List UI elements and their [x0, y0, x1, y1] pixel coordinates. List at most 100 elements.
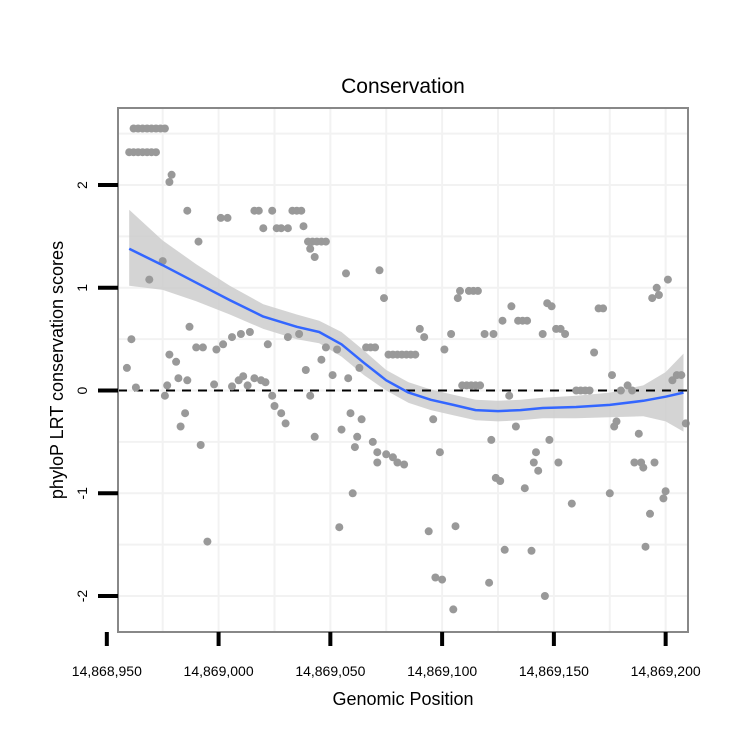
data-point — [196, 441, 205, 449]
data-point — [456, 286, 464, 295]
axis-layer: 14,868,950 14,869,000 14,869,050 14,869,100… — [72, 181, 701, 679]
data-point — [306, 244, 315, 253]
data-point — [250, 374, 259, 383]
data-point — [659, 494, 668, 503]
data-point — [538, 330, 547, 338]
data-point — [321, 343, 330, 352]
data-point — [373, 448, 382, 457]
data-point — [263, 340, 272, 349]
data-point — [648, 294, 657, 303]
data-point — [342, 269, 350, 278]
data-point — [194, 237, 203, 246]
data-point — [236, 330, 245, 338]
data-point — [375, 266, 384, 275]
data-point — [608, 371, 616, 380]
y-tick-label: 1 — [74, 284, 90, 292]
data-point — [429, 415, 438, 424]
data-point — [500, 545, 509, 554]
data-point — [299, 222, 308, 231]
data-point — [223, 213, 232, 222]
data-point — [485, 578, 494, 587]
data-point — [268, 391, 277, 400]
y-tick-label: 2 — [74, 181, 90, 189]
x-tick-label: 14,868,950 — [72, 663, 142, 679]
data-point — [281, 419, 290, 428]
data-point — [163, 381, 172, 390]
data-point — [496, 477, 505, 485]
data-point — [523, 316, 532, 325]
data-point — [152, 148, 160, 157]
data-point — [283, 224, 292, 233]
data-point — [388, 453, 397, 462]
data-point — [301, 366, 310, 374]
x-tick-label: 14,869,200 — [631, 663, 701, 679]
data-point — [373, 458, 382, 467]
data-point — [167, 170, 176, 179]
x-axis-label: Genomic Position — [332, 689, 473, 709]
x-tick-label: 14,869,000 — [184, 663, 254, 679]
data-point — [511, 422, 520, 431]
data-point — [489, 330, 498, 338]
data-point — [393, 458, 402, 467]
data-point — [561, 330, 570, 338]
data-point — [507, 302, 516, 311]
data-point — [663, 275, 672, 284]
data-point — [346, 409, 355, 418]
data-point — [431, 573, 440, 582]
data-point — [145, 275, 154, 284]
data-point — [277, 224, 286, 233]
data-point — [634, 429, 643, 438]
data-point — [310, 253, 319, 261]
data-point — [585, 386, 594, 395]
data-point — [210, 380, 219, 389]
data-point — [400, 460, 409, 469]
data-point — [268, 206, 277, 215]
data-point — [127, 335, 136, 344]
data-point — [239, 372, 248, 381]
data-point — [254, 206, 263, 215]
smooth-line — [128, 247, 684, 413]
data-point — [355, 363, 364, 372]
data-point — [529, 458, 538, 467]
data-point — [198, 343, 207, 352]
confidence-band — [129, 209, 684, 432]
y-tick-label: 0 — [74, 386, 90, 394]
data-point — [476, 381, 485, 390]
data-point — [545, 435, 554, 444]
panel-border — [117, 107, 689, 633]
data-point — [654, 291, 663, 299]
data-point — [259, 224, 268, 233]
data-point — [165, 178, 174, 186]
data-point — [420, 333, 429, 342]
data-point — [368, 437, 377, 446]
data-point — [212, 345, 221, 354]
data-point — [183, 206, 192, 215]
data-point — [176, 422, 185, 431]
x-tick-label: 14,869,100 — [407, 663, 477, 679]
data-point — [243, 381, 252, 390]
data-point — [185, 322, 194, 331]
data-point — [228, 382, 236, 391]
data-point — [520, 484, 529, 493]
data-point — [590, 348, 599, 357]
data-point — [498, 316, 507, 325]
data-point — [344, 374, 353, 383]
data-point — [480, 330, 489, 338]
data-point — [554, 458, 563, 467]
data-point — [353, 432, 362, 441]
data-point — [527, 546, 536, 555]
y-axis-label: phyloP LRT conservation scores — [47, 241, 67, 499]
data-point — [357, 415, 366, 424]
data-point — [277, 409, 286, 418]
data-point — [639, 463, 648, 472]
data-point — [333, 345, 342, 354]
data-point — [677, 371, 686, 380]
points-layer — [122, 124, 690, 614]
data-point — [630, 458, 639, 467]
data-point — [335, 523, 344, 532]
data-point — [652, 283, 661, 292]
data-point — [415, 324, 424, 333]
chart-title: Conservation — [341, 75, 465, 98]
data-point — [328, 371, 337, 380]
